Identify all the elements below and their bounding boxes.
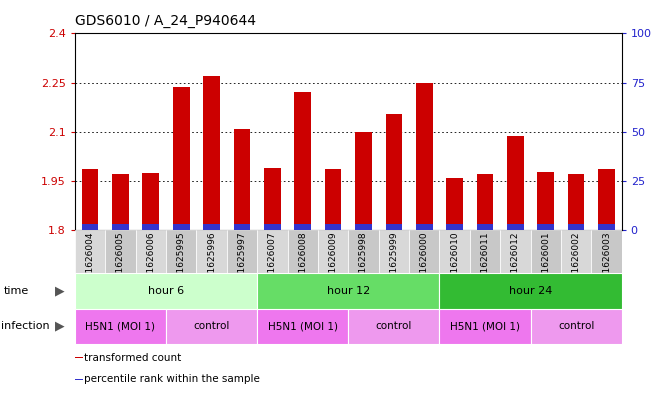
Text: GSM1625995: GSM1625995 <box>176 231 186 292</box>
Text: GSM1626008: GSM1626008 <box>298 231 307 292</box>
Text: GSM1626011: GSM1626011 <box>480 231 490 292</box>
Text: GSM1626006: GSM1626006 <box>146 231 156 292</box>
Text: ▶: ▶ <box>55 320 65 333</box>
Bar <box>537 172 554 230</box>
Text: H5N1 (MOI 1): H5N1 (MOI 1) <box>450 321 520 331</box>
Text: GSM1625996: GSM1625996 <box>207 231 216 292</box>
Bar <box>112 174 129 230</box>
Bar <box>318 230 348 273</box>
Bar <box>531 230 561 273</box>
Bar <box>112 224 129 230</box>
Bar <box>568 174 585 230</box>
Text: GSM1626005: GSM1626005 <box>116 231 125 292</box>
Bar <box>234 224 250 230</box>
Bar <box>82 224 98 230</box>
Text: GSM1626000: GSM1626000 <box>420 231 429 292</box>
Text: H5N1 (MOI 1): H5N1 (MOI 1) <box>268 321 338 331</box>
Bar <box>203 224 220 230</box>
Text: control: control <box>376 321 412 331</box>
Bar <box>227 230 257 273</box>
Text: GSM1625998: GSM1625998 <box>359 231 368 292</box>
Bar <box>348 309 439 344</box>
Bar <box>143 173 159 230</box>
Bar <box>598 169 615 230</box>
Bar <box>75 230 105 273</box>
Bar <box>507 224 523 230</box>
Bar <box>385 114 402 230</box>
Text: GSM1626007: GSM1626007 <box>268 231 277 292</box>
Bar <box>264 224 281 230</box>
Text: percentile rank within the sample: percentile rank within the sample <box>84 374 260 384</box>
Text: GSM1625997: GSM1625997 <box>238 231 247 292</box>
Bar <box>75 309 166 344</box>
Text: ▶: ▶ <box>55 284 65 298</box>
Bar <box>355 224 372 230</box>
Text: GSM1626003: GSM1626003 <box>602 231 611 292</box>
Text: hour 24: hour 24 <box>509 286 552 296</box>
Bar <box>439 309 531 344</box>
Bar <box>439 273 622 309</box>
Text: transformed count: transformed count <box>84 353 182 363</box>
Text: hour 6: hour 6 <box>148 286 184 296</box>
Text: control: control <box>193 321 230 331</box>
Text: time: time <box>3 286 29 296</box>
Bar <box>325 169 341 230</box>
Bar <box>143 224 159 230</box>
Bar <box>537 224 554 230</box>
Bar <box>75 357 83 358</box>
Bar <box>257 309 348 344</box>
Text: GSM1626002: GSM1626002 <box>572 231 581 292</box>
Bar <box>203 76 220 230</box>
Bar <box>439 230 470 273</box>
Bar <box>591 230 622 273</box>
Text: control: control <box>558 321 594 331</box>
Bar <box>288 230 318 273</box>
Text: GSM1626004: GSM1626004 <box>85 231 94 292</box>
Text: GSM1626009: GSM1626009 <box>329 231 338 292</box>
Bar <box>234 129 250 230</box>
Bar <box>416 83 432 230</box>
Bar <box>264 168 281 230</box>
Bar <box>197 230 227 273</box>
Bar <box>166 230 197 273</box>
Bar <box>173 87 189 230</box>
Bar <box>379 230 409 273</box>
Bar <box>294 92 311 230</box>
Bar <box>75 273 257 309</box>
Bar <box>355 132 372 230</box>
Bar <box>416 224 432 230</box>
Bar <box>500 230 531 273</box>
Bar <box>561 230 591 273</box>
Bar <box>348 230 379 273</box>
Text: H5N1 (MOI 1): H5N1 (MOI 1) <box>85 321 156 331</box>
Bar <box>166 309 257 344</box>
Bar <box>531 309 622 344</box>
Bar <box>385 224 402 230</box>
Text: GSM1625999: GSM1625999 <box>389 231 398 292</box>
Bar <box>446 224 463 230</box>
Bar <box>173 224 189 230</box>
Bar <box>257 273 439 309</box>
Bar <box>477 224 493 230</box>
Bar <box>409 230 439 273</box>
Bar <box>446 178 463 230</box>
Bar <box>598 224 615 230</box>
Bar <box>507 136 523 230</box>
Text: GSM1626010: GSM1626010 <box>450 231 459 292</box>
Bar <box>568 224 585 230</box>
Bar <box>135 230 166 273</box>
Bar <box>105 230 135 273</box>
Bar <box>82 169 98 230</box>
Text: hour 12: hour 12 <box>327 286 370 296</box>
Bar <box>477 174 493 230</box>
Text: GSM1626001: GSM1626001 <box>541 231 550 292</box>
Bar <box>75 379 83 380</box>
Text: GDS6010 / A_24_P940644: GDS6010 / A_24_P940644 <box>75 13 256 28</box>
Bar <box>325 224 341 230</box>
Bar <box>470 230 500 273</box>
Text: infection: infection <box>1 321 50 331</box>
Bar <box>257 230 288 273</box>
Bar <box>294 224 311 230</box>
Text: GSM1626012: GSM1626012 <box>511 231 520 292</box>
